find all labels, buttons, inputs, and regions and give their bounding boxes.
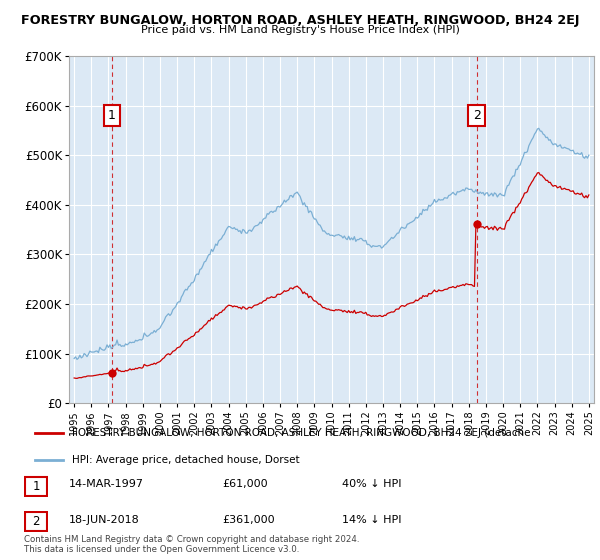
Text: 1: 1 bbox=[32, 479, 40, 493]
FancyBboxPatch shape bbox=[25, 512, 47, 531]
Text: 2: 2 bbox=[473, 109, 481, 122]
Text: 18-JUN-2018: 18-JUN-2018 bbox=[69, 515, 140, 525]
Text: 1: 1 bbox=[108, 109, 116, 122]
Text: FORESTRY BUNGALOW, HORTON ROAD, ASHLEY HEATH, RINGWOOD, BH24 2EJ (detache: FORESTRY BUNGALOW, HORTON ROAD, ASHLEY H… bbox=[72, 428, 530, 438]
Text: £61,000: £61,000 bbox=[222, 479, 268, 489]
Text: £361,000: £361,000 bbox=[222, 515, 275, 525]
FancyBboxPatch shape bbox=[25, 477, 47, 496]
Text: Price paid vs. HM Land Registry's House Price Index (HPI): Price paid vs. HM Land Registry's House … bbox=[140, 25, 460, 35]
Text: 40% ↓ HPI: 40% ↓ HPI bbox=[342, 479, 401, 489]
Text: HPI: Average price, detached house, Dorset: HPI: Average price, detached house, Dors… bbox=[72, 455, 299, 465]
Text: FORESTRY BUNGALOW, HORTON ROAD, ASHLEY HEATH, RINGWOOD, BH24 2EJ: FORESTRY BUNGALOW, HORTON ROAD, ASHLEY H… bbox=[21, 14, 579, 27]
Text: 14% ↓ HPI: 14% ↓ HPI bbox=[342, 515, 401, 525]
Text: 14-MAR-1997: 14-MAR-1997 bbox=[69, 479, 144, 489]
Text: 2: 2 bbox=[32, 515, 40, 528]
Text: Contains HM Land Registry data © Crown copyright and database right 2024.
This d: Contains HM Land Registry data © Crown c… bbox=[24, 535, 359, 554]
